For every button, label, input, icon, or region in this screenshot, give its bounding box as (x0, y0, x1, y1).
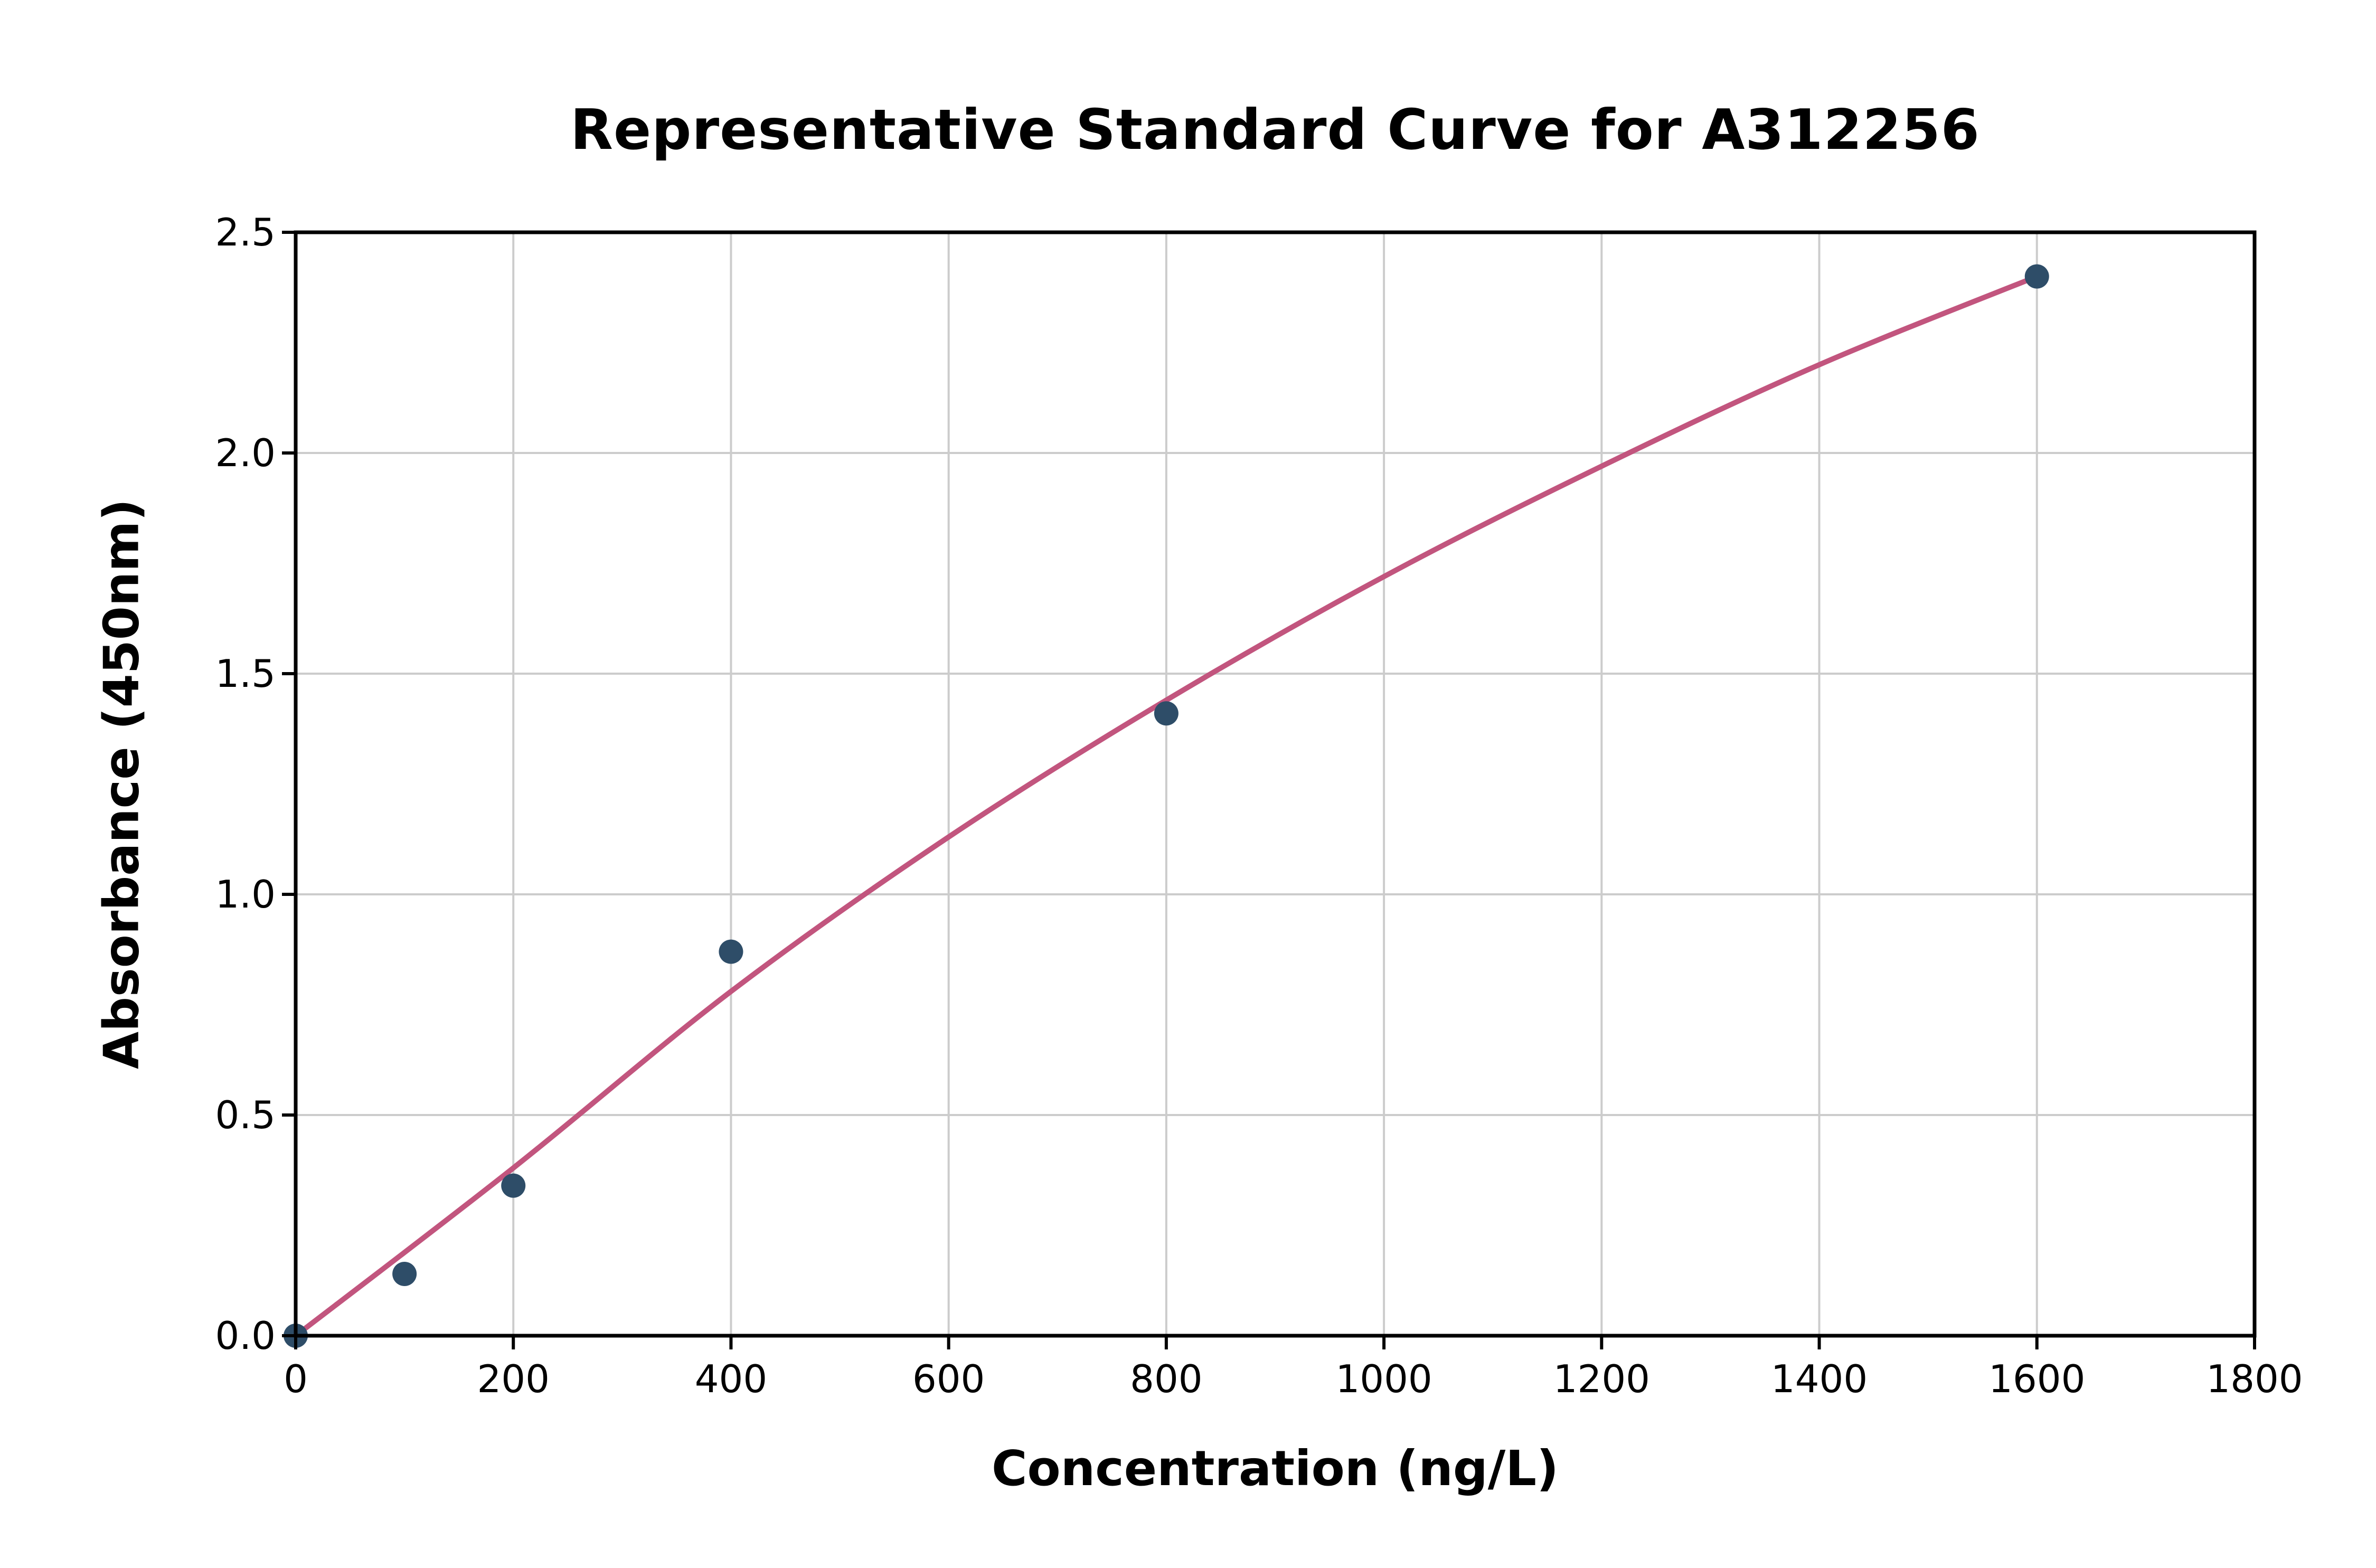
x-tick-label: 0 (284, 1357, 308, 1401)
data-point-marker (1154, 701, 1178, 726)
data-point-marker (719, 939, 743, 964)
y-tick-label: 1.5 (215, 651, 276, 696)
x-tick-label: 200 (477, 1357, 550, 1401)
x-tick-label: 1600 (1988, 1357, 2086, 1401)
x-tick-label: 800 (1130, 1357, 1203, 1401)
x-tick-label: 400 (694, 1357, 768, 1401)
y-tick-label: 2.0 (215, 431, 276, 475)
y-tick-label: 0.0 (215, 1314, 276, 1358)
data-point-marker (392, 1261, 417, 1286)
x-tick-label: 1800 (2206, 1357, 2303, 1401)
x-tick-label: 1400 (1770, 1357, 1868, 1401)
y-tick-label: 0.5 (215, 1093, 276, 1137)
x-tick-label: 600 (912, 1357, 985, 1401)
y-axis-label: Absorbance (450nm) (93, 498, 150, 1070)
y-tick-label: 2.5 (215, 210, 276, 254)
plot-border (294, 230, 2257, 1338)
x-tick-label: 1200 (1553, 1357, 1650, 1401)
x-tick-label: 1000 (1335, 1357, 1432, 1401)
x-axis-label: Concentration (ng/L) (992, 1440, 1559, 1497)
y-tick-label: 1.0 (215, 872, 276, 917)
data-point-marker (2024, 264, 2049, 289)
data-point-marker (501, 1173, 526, 1198)
chart-title: Representative Standard Curve for A31225… (570, 98, 1980, 162)
fit-curve-line (293, 273, 2040, 1338)
